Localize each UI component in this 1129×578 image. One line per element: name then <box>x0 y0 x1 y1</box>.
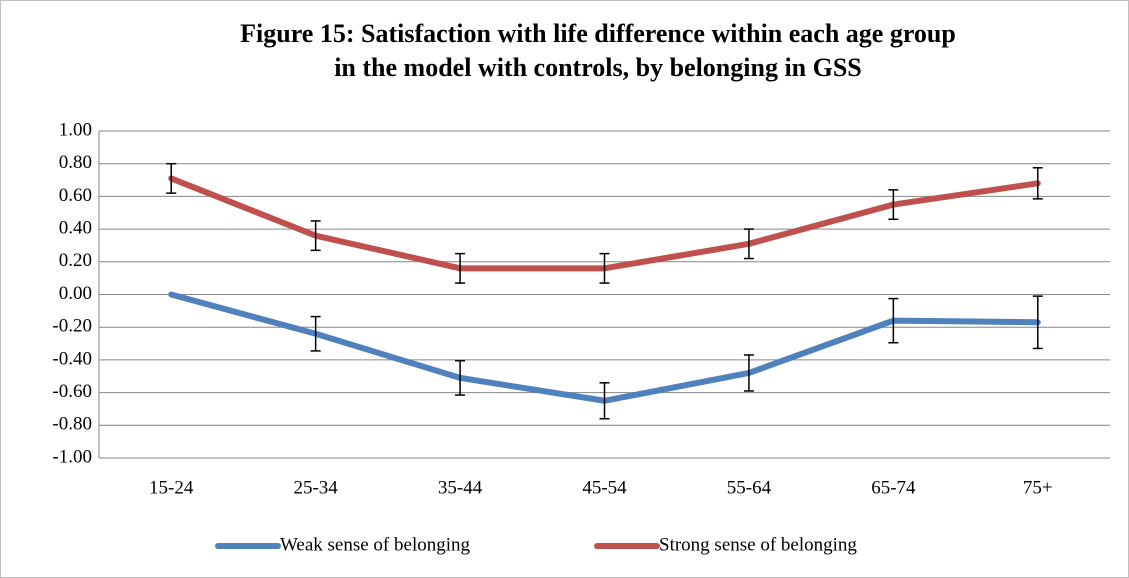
x-tick-label: 55-64 <box>727 477 772 498</box>
y-tick-label: 0.80 <box>59 152 92 173</box>
y-tick-label: -0.20 <box>52 316 92 337</box>
error-bar <box>1032 167 1043 200</box>
x-tick-label: 75+ <box>1023 477 1053 498</box>
error-bar <box>743 354 754 392</box>
y-tick-label: -0.40 <box>52 348 92 369</box>
error-bar <box>743 228 754 260</box>
error-bar <box>1032 295 1043 350</box>
y-tick-label: -0.60 <box>52 381 92 402</box>
error-bar <box>888 297 899 344</box>
y-tick-label: 0.00 <box>59 283 92 304</box>
y-tick-label: 0.20 <box>59 250 92 271</box>
chart-title: Figure 15: Satisfaction with life differ… <box>240 19 956 48</box>
error-bar <box>166 162 177 194</box>
x-tick-label: 25-34 <box>293 477 338 498</box>
x-tick-label: 15-24 <box>149 477 194 498</box>
error-bar <box>310 315 321 352</box>
error-bar <box>599 252 610 284</box>
y-tick-label: -0.80 <box>52 414 92 435</box>
y-tick-label: 0.60 <box>59 185 92 206</box>
x-tick-label: 65-74 <box>871 477 916 498</box>
error-bar <box>455 359 466 396</box>
x-tick-label: 35-44 <box>438 477 483 498</box>
y-tick-label: 0.40 <box>59 217 92 238</box>
legend-label: Weak sense of belonging <box>280 534 471 555</box>
error-bar <box>310 220 321 252</box>
chart-title: in the model with controls, by belonging… <box>334 53 862 82</box>
x-tick-label: 45-54 <box>582 477 627 498</box>
y-tick-label: -1.00 <box>52 446 92 467</box>
legend-label: Strong sense of belonging <box>659 534 857 555</box>
error-bar <box>888 189 899 221</box>
y-tick-label: 1.00 <box>59 119 92 140</box>
error-bar <box>455 252 466 284</box>
error-bar <box>599 382 610 420</box>
